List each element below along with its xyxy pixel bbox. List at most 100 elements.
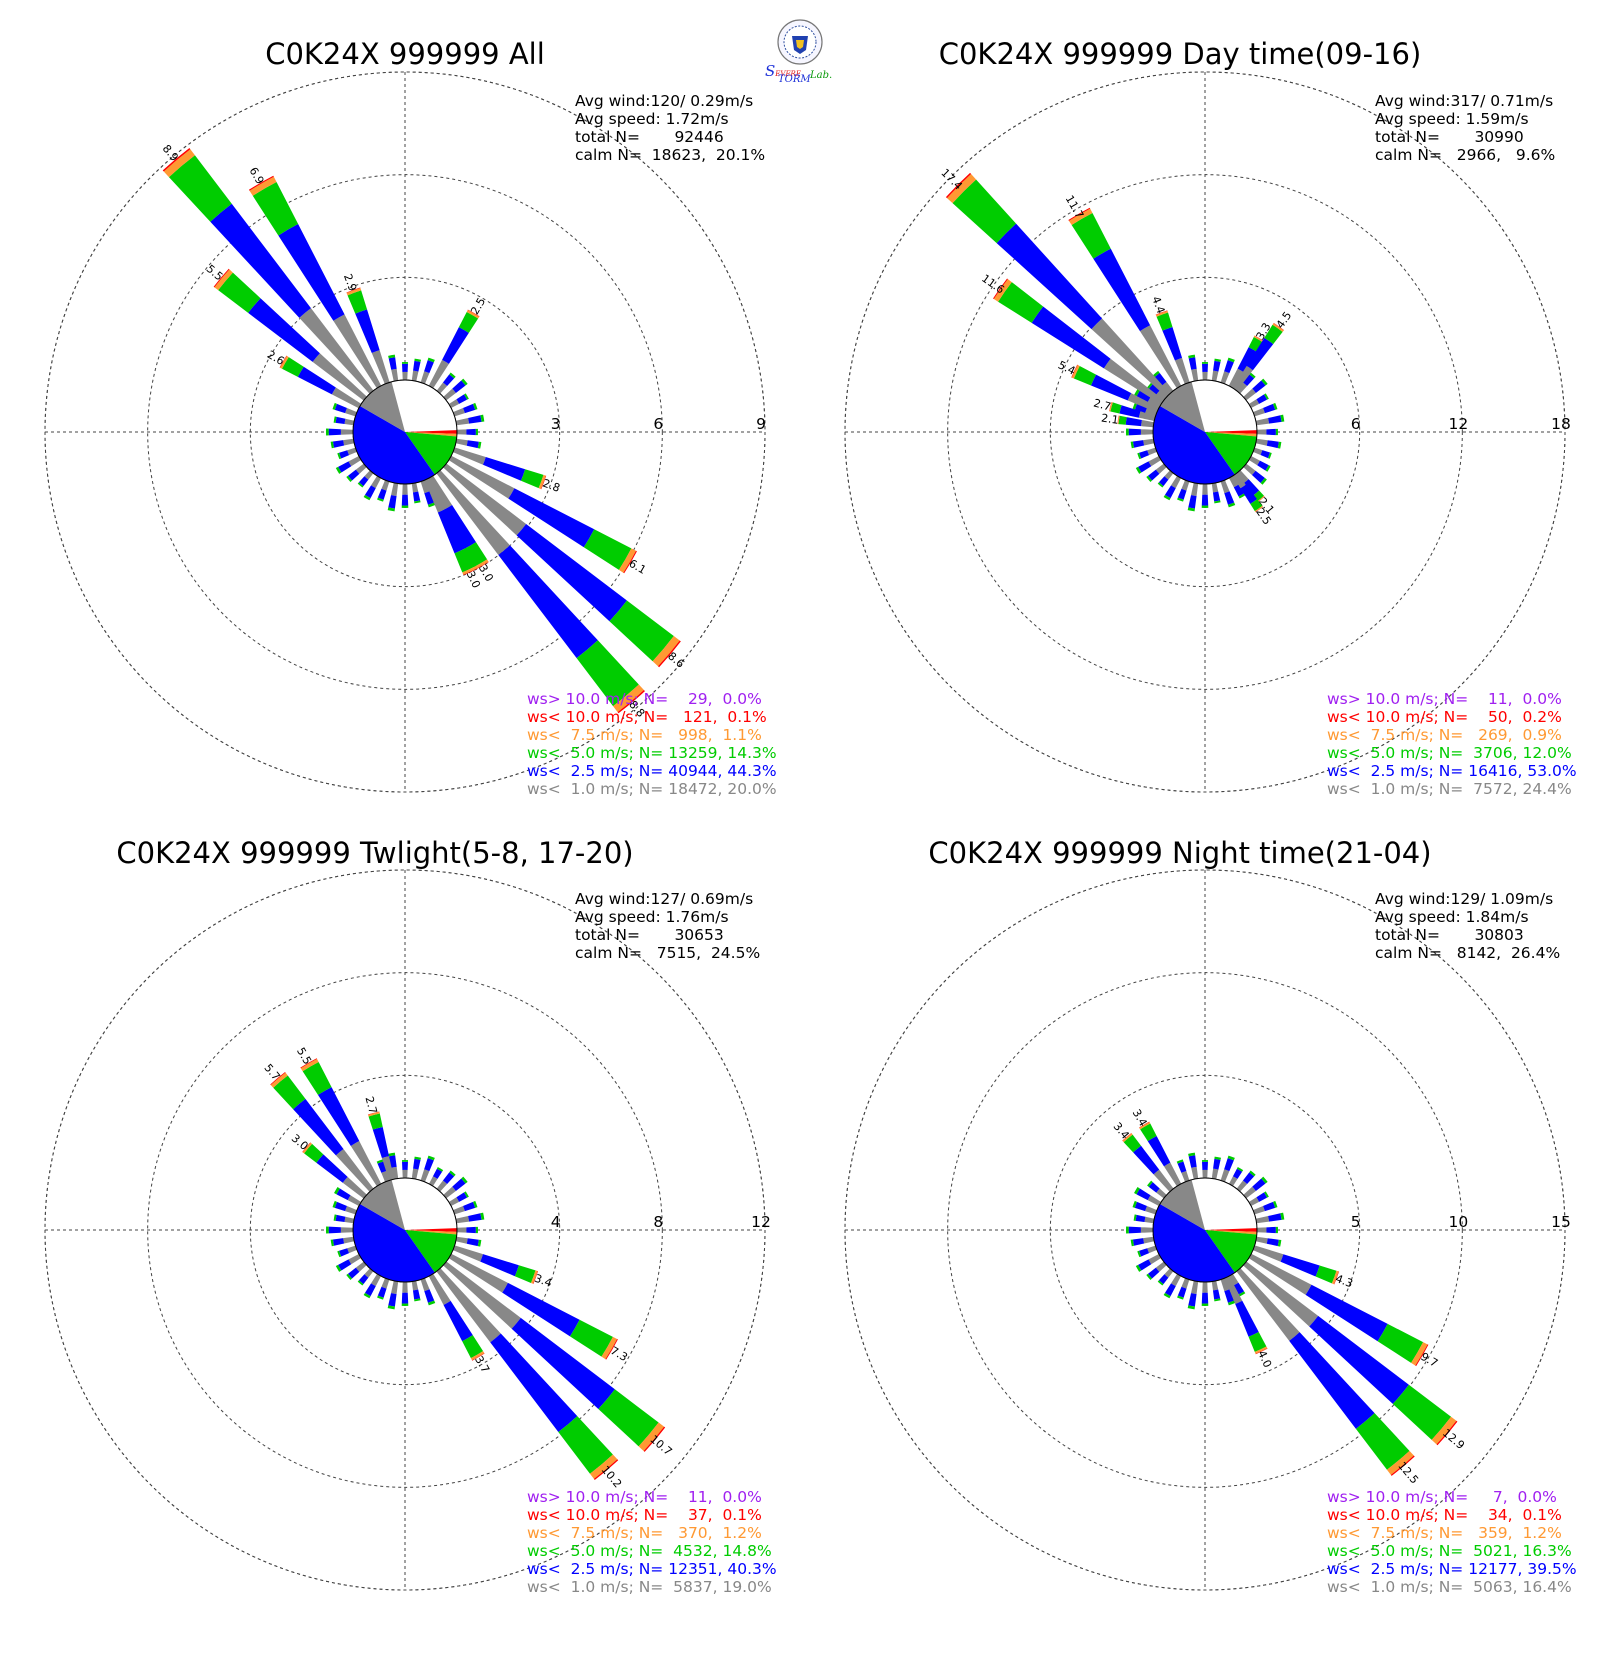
minor-bar-segment bbox=[401, 1303, 409, 1306]
bar-110-segment-ws_lt25 bbox=[482, 457, 526, 481]
bar-value-label: 2.1 bbox=[1100, 411, 1119, 426]
legend-entry-ws_lt5: ws< 5.0 m/s; N= 4532, 14.8% bbox=[527, 1542, 772, 1560]
bar-145-segment-ws_lt1 bbox=[1232, 473, 1246, 489]
bar-145-segment-ws_lt75 bbox=[1254, 505, 1263, 513]
minor-bar-segment bbox=[1171, 475, 1181, 489]
minor-bar-segment bbox=[1135, 1264, 1142, 1272]
minor-bar-segment bbox=[452, 380, 466, 393]
minor-bar-segment bbox=[1163, 494, 1171, 501]
minor-bar-segment bbox=[1158, 476, 1169, 487]
logo-part: S bbox=[765, 62, 775, 80]
bar-330-segment-ws_lt10 bbox=[248, 175, 274, 191]
minor-bar-segment bbox=[1201, 494, 1209, 506]
legend-entry-ws_lt25: ws< 2.5 m/s; N= 12177, 39.5% bbox=[1327, 1560, 1577, 1578]
bar-320-segment-ws_lt10 bbox=[162, 147, 191, 172]
minor-bar-segment bbox=[1181, 1278, 1190, 1289]
minor-bar-segment bbox=[355, 1261, 367, 1272]
stats-line: Avg speed: 1.76m/s bbox=[575, 908, 729, 926]
minor-bar-segment bbox=[1243, 388, 1256, 401]
bar-155-segment-ws_lt75 bbox=[462, 566, 477, 575]
minor-bar-segment bbox=[358, 1274, 369, 1285]
bar-340-segment-ws_lt1 bbox=[371, 350, 390, 385]
minor-bar-segment bbox=[333, 416, 337, 423]
minor-bar-segment bbox=[1266, 440, 1279, 449]
minor-bar-segment bbox=[1146, 1273, 1153, 1280]
minor-bar-segment bbox=[453, 1205, 465, 1215]
minor-bar-segment bbox=[340, 1227, 354, 1233]
bar-130-segment-ws_lt25 bbox=[516, 523, 627, 622]
bar-340-segment-ws_lt25 bbox=[1162, 326, 1183, 361]
minor-bar-segment bbox=[401, 362, 409, 364]
minor-bar-segment bbox=[358, 476, 369, 487]
bar-140-segment-ws_lt5 bbox=[558, 1416, 613, 1474]
minor-bar-segment bbox=[391, 1166, 399, 1180]
minor-bar-segment bbox=[424, 1158, 434, 1172]
bar-130-segment-ws_lt1 bbox=[1243, 1261, 1319, 1327]
bar-140-segment-ws_lt25 bbox=[1289, 1332, 1375, 1429]
bar-140-segment-ws_lt25 bbox=[490, 1333, 578, 1432]
bar-330-segment-ws_lt25 bbox=[1093, 248, 1151, 332]
minor-bar-segment bbox=[377, 497, 384, 502]
minor-bar-segment bbox=[461, 1176, 468, 1184]
bar-110-segment-ws_lt1 bbox=[1252, 1245, 1284, 1262]
minor-bar-segment bbox=[1201, 1160, 1209, 1162]
minor-bar-segment bbox=[455, 438, 468, 446]
legend-entry-ws_lt25: ws< 2.5 m/s; N= 40944, 44.3% bbox=[527, 762, 777, 780]
minor-bar-segment bbox=[402, 363, 408, 372]
bar-145-segment-ws_lt5 bbox=[1250, 499, 1263, 512]
minor-bar-segment bbox=[1236, 382, 1248, 394]
minor-bar-segment bbox=[387, 1305, 395, 1310]
minor-bar-segment bbox=[443, 388, 456, 401]
bar-330-segment-ws_lt1 bbox=[1163, 1162, 1182, 1187]
minor-bar-segment bbox=[411, 1280, 419, 1291]
bar-330-segment-ws_lt25 bbox=[317, 1087, 360, 1146]
hub-lt10-slice bbox=[1205, 430, 1257, 434]
minor-bar-segment bbox=[1201, 1303, 1209, 1306]
logo-lab: Lab. bbox=[809, 70, 832, 81]
ring-tick-label: 4 bbox=[551, 1213, 561, 1231]
bar-295-segment-ws_lt75 bbox=[1071, 364, 1080, 379]
minor-bar-segment bbox=[332, 1238, 345, 1246]
legend-entry-ws_lt1: ws< 1.0 m/s; N= 7572, 24.4% bbox=[1327, 780, 1572, 798]
minor-bar-segment bbox=[388, 1293, 397, 1307]
hub-lt1-slice bbox=[359, 381, 405, 432]
minor-bar-segment bbox=[1188, 1293, 1197, 1307]
minor-bar-segment bbox=[1164, 1268, 1174, 1278]
panel-title: C0K24X 999999 Night time(21-04) bbox=[928, 836, 1431, 870]
minor-bar-segment bbox=[456, 1192, 468, 1202]
bar-30-segment-ws_lt1 bbox=[1228, 368, 1244, 389]
bar-285-segment-ws_lt5 bbox=[1110, 402, 1122, 414]
minor-bar-segment bbox=[427, 1155, 435, 1161]
minor-bar-segment bbox=[412, 1289, 421, 1300]
minor-bar-segment bbox=[328, 428, 341, 436]
bar-155-segment-ws_lt25 bbox=[437, 508, 467, 554]
minor-bar-segment bbox=[377, 488, 387, 500]
minor-bar-segment bbox=[1212, 1289, 1221, 1300]
bar-150-segment-ws_lt25 bbox=[444, 505, 476, 549]
bar-value-label: 12.5 bbox=[1395, 1459, 1421, 1486]
minor-bar-segment bbox=[1140, 1227, 1154, 1233]
minor-bar-segment bbox=[1255, 438, 1268, 446]
bar-310-segment-ws_lt25 bbox=[316, 1154, 348, 1183]
bar-120-segment-ws_lt75 bbox=[1411, 1342, 1428, 1366]
minor-bar-segment bbox=[1132, 1238, 1145, 1246]
minor-bar-segment bbox=[1233, 1282, 1245, 1295]
bar-278-segment-ws_lt25 bbox=[1125, 417, 1142, 427]
minor-bar-segment bbox=[326, 1226, 329, 1234]
minor-bar-segment bbox=[429, 1176, 438, 1187]
minor-bar-segment bbox=[1220, 480, 1230, 494]
bar-340-segment-ws_lt5 bbox=[1156, 312, 1173, 331]
minor-bar-segment bbox=[388, 1152, 396, 1157]
minor-bar-segment bbox=[1201, 505, 1209, 508]
minor-bar-segment bbox=[413, 360, 421, 372]
bar-value-label: 12.9 bbox=[1440, 1426, 1467, 1452]
bar-110-segment-ws_lt25 bbox=[480, 1254, 519, 1277]
minor-bar-segment bbox=[442, 374, 455, 387]
minor-bar-segment bbox=[1202, 1169, 1208, 1179]
minor-bar-segment bbox=[466, 440, 479, 449]
minor-bar-segment bbox=[343, 1236, 355, 1244]
bar-155-segment-ws_lt10 bbox=[463, 568, 478, 576]
minor-bar-segment bbox=[1211, 482, 1219, 493]
minor-bar-segment bbox=[1147, 1195, 1162, 1206]
hub-calm-slice bbox=[391, 380, 431, 432]
